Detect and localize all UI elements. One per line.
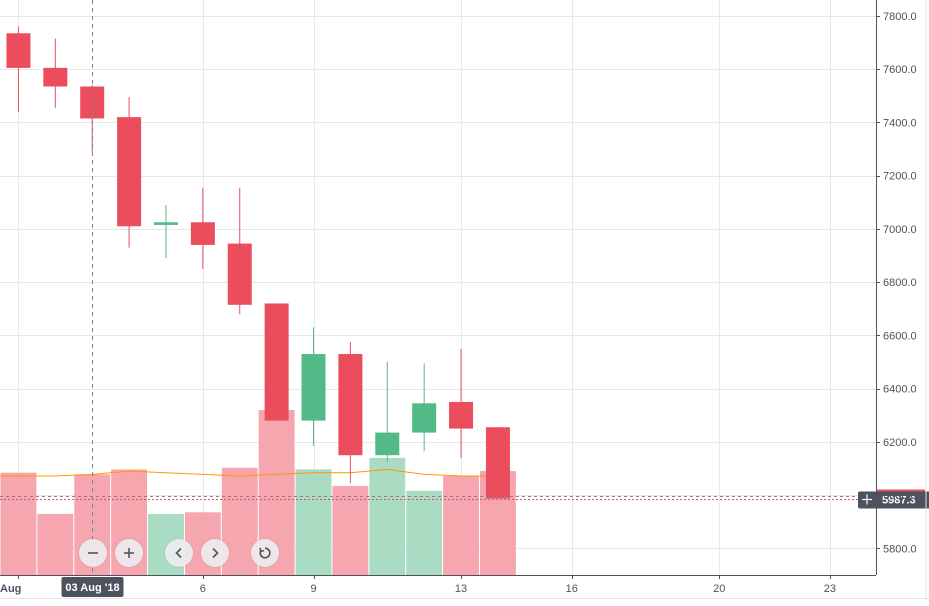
last-price-label: 5987.3 xyxy=(882,495,916,507)
y-tick-label: 6000.0 xyxy=(883,490,917,502)
reset-icon xyxy=(259,547,271,559)
minus-icon xyxy=(88,552,98,554)
y-tick-label: 6800.0 xyxy=(883,277,917,289)
candle xyxy=(301,327,326,446)
x-tick-label: 20 xyxy=(713,583,725,595)
candle xyxy=(6,26,31,112)
candle-body xyxy=(227,243,252,305)
candle xyxy=(449,348,474,458)
scroll-left-button[interactable] xyxy=(165,539,193,567)
candle xyxy=(227,187,252,315)
chevron-left-icon xyxy=(175,547,182,559)
y-tick-label: 6600.0 xyxy=(883,330,917,342)
zoom-out-button[interactable] xyxy=(79,539,107,567)
y-tick-label: 7600.0 xyxy=(883,64,917,76)
candle-body xyxy=(375,432,400,456)
candle xyxy=(43,38,68,108)
candle-body xyxy=(6,33,31,68)
candle xyxy=(412,363,437,452)
candle xyxy=(153,204,178,259)
x-tick-label: 9 xyxy=(310,583,316,595)
candle xyxy=(375,362,400,462)
last-price-badge xyxy=(858,491,929,509)
candle-body xyxy=(412,403,437,433)
y-tick-label: 7000.0 xyxy=(883,224,917,236)
candle-body xyxy=(449,401,474,429)
candle xyxy=(485,427,510,499)
x-tick-label: 23 xyxy=(824,583,836,595)
y-tick-label: 7200.0 xyxy=(883,171,917,183)
candle xyxy=(338,342,363,484)
candle-body xyxy=(43,67,68,87)
zoom-in-button[interactable] xyxy=(115,539,143,567)
candles xyxy=(6,26,510,499)
x-tick-label: 16 xyxy=(566,583,578,595)
crosshair-date-label: 03 Aug '18 xyxy=(65,582,119,594)
volume-bar xyxy=(332,485,369,575)
volume-moving-average xyxy=(0,468,498,477)
x-tick-label: 13 xyxy=(455,583,467,595)
candle xyxy=(80,85,105,154)
scroll-right-button[interactable] xyxy=(201,539,229,567)
y-tick-label: 6200.0 xyxy=(883,437,917,449)
x-tick-label: Aug xyxy=(0,583,21,595)
plus-icon xyxy=(124,548,134,558)
candle-body xyxy=(190,222,215,245)
volume-bar xyxy=(406,490,443,575)
y-tick-label: 7800.0 xyxy=(883,11,917,23)
candle xyxy=(190,187,215,269)
crosshair-date-badge xyxy=(61,577,124,597)
candle-body xyxy=(485,427,510,499)
candle xyxy=(117,97,142,248)
last-price-marker xyxy=(876,489,925,493)
last-price-line: 5987.3 xyxy=(0,489,929,509)
volume-bar xyxy=(295,469,332,575)
candle-body xyxy=(301,354,326,421)
chevron-right-icon xyxy=(212,547,219,559)
candle-body xyxy=(153,222,178,225)
volume-bar xyxy=(443,476,479,575)
y-tick-label: 6400.0 xyxy=(883,384,917,396)
candle-body xyxy=(117,117,142,227)
y-tick-label: 5800.0 xyxy=(883,543,917,555)
volume-ma-line xyxy=(0,468,498,477)
volume-bar xyxy=(0,472,37,575)
crosshair: 03 Aug '18 xyxy=(61,0,124,597)
candle-body xyxy=(338,354,363,456)
y-tick-label: 7400.0 xyxy=(883,117,917,129)
candle-body xyxy=(264,303,289,421)
reset-chart-button[interactable] xyxy=(251,539,279,567)
x-tick-label: 6 xyxy=(200,583,206,595)
volume-bar xyxy=(369,457,406,575)
volume-bar xyxy=(37,513,74,575)
crosshair-plus-icon xyxy=(862,494,872,505)
candle xyxy=(264,303,289,421)
